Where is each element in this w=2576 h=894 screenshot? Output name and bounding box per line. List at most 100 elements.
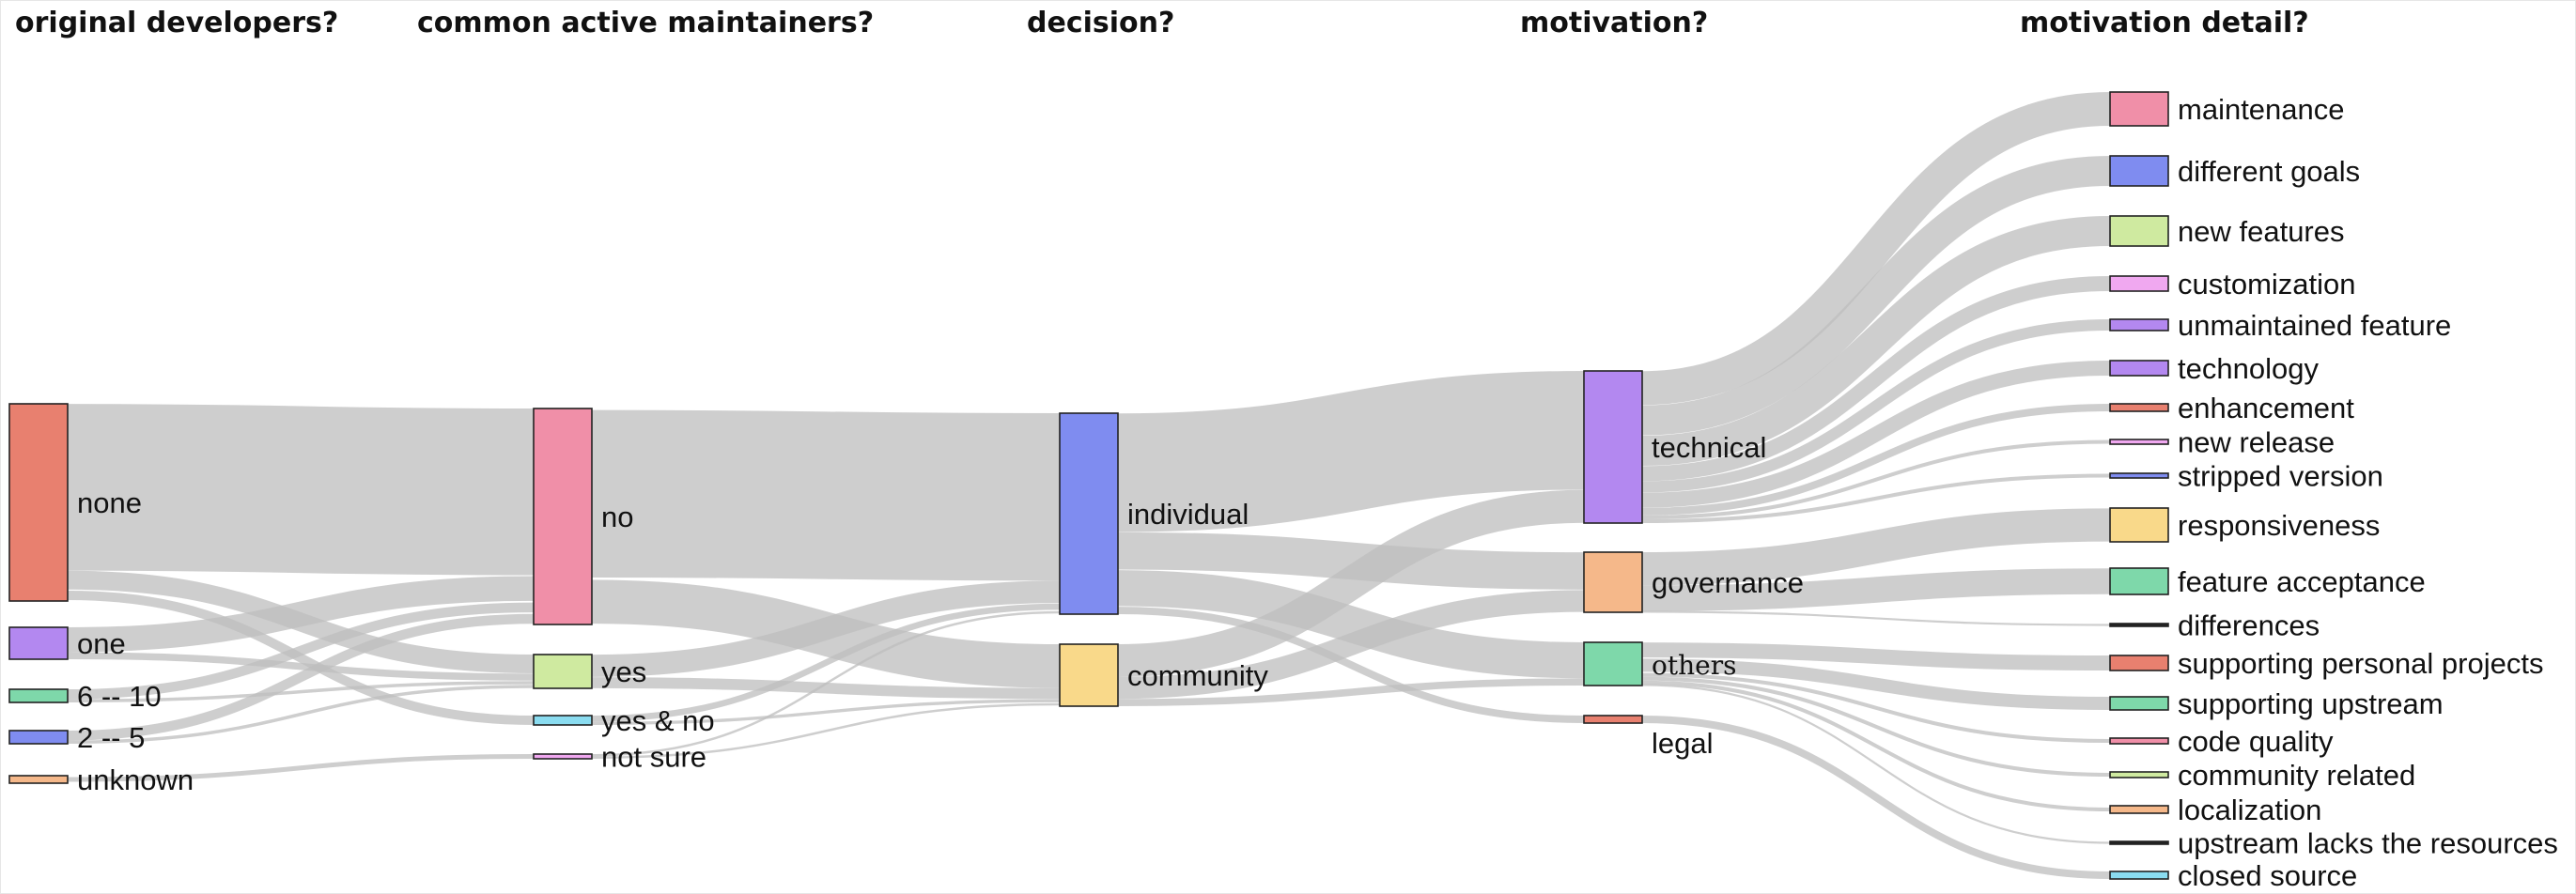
sankey-node-individual xyxy=(1059,412,1119,615)
sankey-link xyxy=(1641,404,2111,516)
sankey-link xyxy=(67,685,535,744)
sankey-link xyxy=(67,613,535,741)
sankey-node-customization xyxy=(2109,275,2169,292)
sankey-node-supporting-upstream xyxy=(2109,696,2169,711)
sankey-link xyxy=(1641,568,2111,611)
column-title: decision? xyxy=(1027,7,1174,39)
sankey-link xyxy=(1641,716,2111,879)
sankey-link xyxy=(591,702,1061,759)
sankey-node-supporting-personal xyxy=(2109,655,2169,671)
sankey-label-one: one xyxy=(77,627,126,660)
sankey-node-none xyxy=(8,403,69,602)
sankey-link xyxy=(1641,658,2111,710)
sankey-label-localization: localization xyxy=(2178,794,2321,826)
sankey-label-responsiveness: responsiveness xyxy=(2178,509,2380,542)
sankey-node-new-release xyxy=(2109,439,2169,445)
sankey-label-not-sure: not sure xyxy=(601,741,706,774)
sankey-link xyxy=(591,580,1061,677)
column-title: motivation? xyxy=(1520,7,1708,39)
sankey-label-others: others xyxy=(1652,650,1736,681)
sankey-label-community-related: community related xyxy=(2178,759,2415,792)
sankey-node-feature-acceptance xyxy=(2109,567,2169,595)
sankey-link xyxy=(67,681,535,702)
sankey-link xyxy=(67,652,535,681)
sankey-node-legal xyxy=(1583,715,1643,724)
sankey-link xyxy=(1641,676,2111,778)
sankey-node-stripped-version xyxy=(2109,472,2169,479)
sankey-link xyxy=(1641,361,2111,508)
sankey-label-legal: legal xyxy=(1652,727,1714,760)
sankey-label-new-release: new release xyxy=(2178,426,2335,459)
sankey-label-different-goals: different goals xyxy=(2178,155,2360,188)
sankey-link xyxy=(67,754,535,782)
sankey-link xyxy=(1117,607,1585,723)
column-title: motivation detail? xyxy=(2020,7,2309,39)
sankey-node-yes-no xyxy=(533,715,593,726)
sankey-link xyxy=(1641,92,2111,406)
sankey-labels: none one 6 -- 10 2 -- 5 unknown no yes yes & no… xyxy=(77,93,2558,892)
sankey-link xyxy=(1641,680,2111,812)
sankey-link xyxy=(1117,570,1585,679)
sankey-node-unmaintained-feature xyxy=(2109,318,2169,331)
sankey-link xyxy=(1641,508,2111,586)
sankey-label-governance: governance xyxy=(1652,566,1804,599)
sankey-label-unknown: unknown xyxy=(77,763,194,796)
sankey-node-not-sure xyxy=(533,753,593,760)
sankey-node-differences xyxy=(2109,623,2169,627)
sankey-link xyxy=(1641,610,2111,626)
sankey-node-localization xyxy=(2109,805,2169,814)
sankey-link xyxy=(1641,684,2111,844)
sankey-node-six-ten xyxy=(8,688,69,703)
sankey-link xyxy=(1117,489,1585,677)
sankey-label-enhancement: enhancement xyxy=(2178,392,2354,424)
sankey-node-no xyxy=(533,408,593,625)
sankey-node-community-related xyxy=(2109,771,2169,778)
sankey-node-maintenance xyxy=(2109,91,2169,127)
sankey-link xyxy=(591,610,1061,757)
sankey-node-technology xyxy=(2109,360,2169,377)
sankey-label-yes: yes xyxy=(601,655,646,688)
sankey-link xyxy=(591,699,1061,725)
sankey-label-differences: differences xyxy=(2178,609,2320,642)
sankey-link xyxy=(1117,678,1585,706)
sankey-link xyxy=(591,603,1061,722)
sankey-link xyxy=(1641,319,2111,493)
sankey-link xyxy=(1117,371,1585,532)
sankey-link xyxy=(1641,473,2111,523)
sankey-label-code-quality: code quality xyxy=(2178,725,2334,758)
sankey-node-technical xyxy=(1583,370,1643,524)
sankey-label-no: no xyxy=(601,501,633,533)
sankey-label-yes-no: yes & no xyxy=(601,704,715,737)
sankey-node-one xyxy=(8,626,69,660)
sankey-link xyxy=(1641,216,2111,467)
sankey-link xyxy=(67,404,535,576)
sankey-label-supporting-personal: supporting personal projects xyxy=(2178,647,2543,680)
sankey-label-maintenance: maintenance xyxy=(2178,93,2345,126)
sankey-label-upstream-lacks: upstream lacks the resources xyxy=(2178,827,2558,860)
sankey-link xyxy=(1117,532,1585,590)
sankey-node-new-features xyxy=(2109,215,2169,247)
sankey-link xyxy=(1117,590,1585,700)
sankey-node-two-five xyxy=(8,730,69,745)
sankey-node-closed-source xyxy=(2109,871,2169,880)
sankey-node-enhancement xyxy=(2109,403,2169,412)
sankey-node-unknown xyxy=(8,775,69,784)
sankey-link xyxy=(1641,276,2111,482)
sankey-node-yes xyxy=(533,654,593,689)
sankey-label-two-five: 2 -- 5 xyxy=(77,721,145,754)
sankey-label-individual: individual xyxy=(1127,498,1249,531)
sankey-label-feature-acceptance: feature acceptance xyxy=(2178,565,2426,598)
sankey-link xyxy=(591,409,1061,581)
sankey-nodes xyxy=(8,91,2169,880)
sankey-node-code-quality xyxy=(2109,737,2169,745)
sankey-label-community: community xyxy=(1127,659,1268,692)
sankey-link xyxy=(1641,439,2111,519)
sankey-label-six-ten: 6 -- 10 xyxy=(77,680,162,713)
sankey-label-technical: technical xyxy=(1652,431,1766,464)
sankey-label-closed-source: closed source xyxy=(2178,859,2357,892)
column-title: common active maintainers? xyxy=(417,7,874,39)
sankey-link xyxy=(67,576,535,653)
sankey-node-responsiveness xyxy=(2109,507,2169,543)
sankey-link xyxy=(591,677,1061,700)
sankey-label-supporting-upstream: supporting upstream xyxy=(2178,687,2444,720)
